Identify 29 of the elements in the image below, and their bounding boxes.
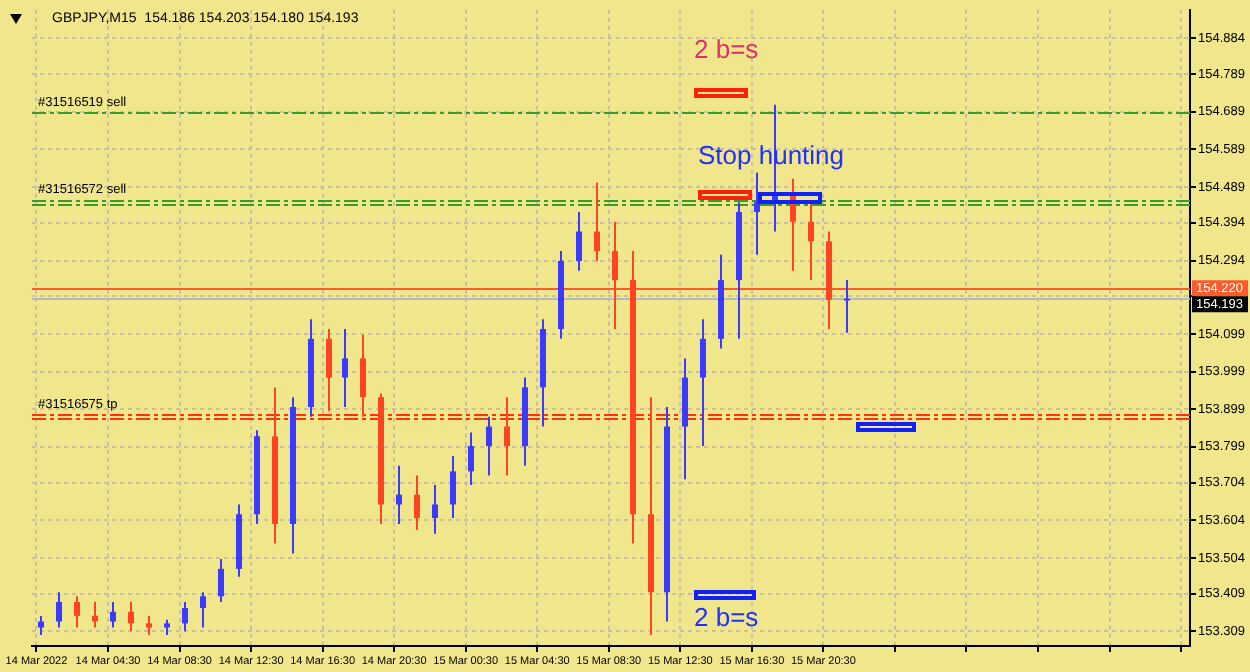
candlestick: [128, 600, 134, 633]
candlestick: [504, 396, 510, 477]
candlestick: [110, 600, 116, 629]
candlestick: [396, 464, 402, 526]
candlestick: [360, 333, 366, 418]
candlestick: [700, 318, 706, 448]
candlestick: [182, 600, 188, 633]
annotation: 2 b=s: [694, 602, 759, 632]
candlestick: [342, 328, 348, 408]
candlestick: [414, 474, 420, 532]
candlestick: [594, 181, 600, 262]
candlestick: [146, 614, 152, 637]
candlestick: [576, 210, 582, 272]
candlestick: [612, 220, 618, 331]
candlestick: [92, 600, 98, 629]
candlestick: [808, 201, 814, 282]
candlestick: [844, 279, 850, 334]
candlestick: [218, 558, 224, 603]
candlestick: [754, 171, 760, 256]
candlestick: [432, 483, 438, 535]
candlestick: [38, 614, 44, 637]
candlestick: [326, 328, 332, 413]
candlestick: [56, 591, 62, 629]
candlestick: [468, 431, 474, 486]
candlestick: [74, 595, 80, 629]
annotation: 2 b=s: [694, 34, 759, 64]
candlestick: [200, 591, 206, 629]
candlestick: [486, 415, 492, 477]
candlestick: [450, 454, 456, 520]
